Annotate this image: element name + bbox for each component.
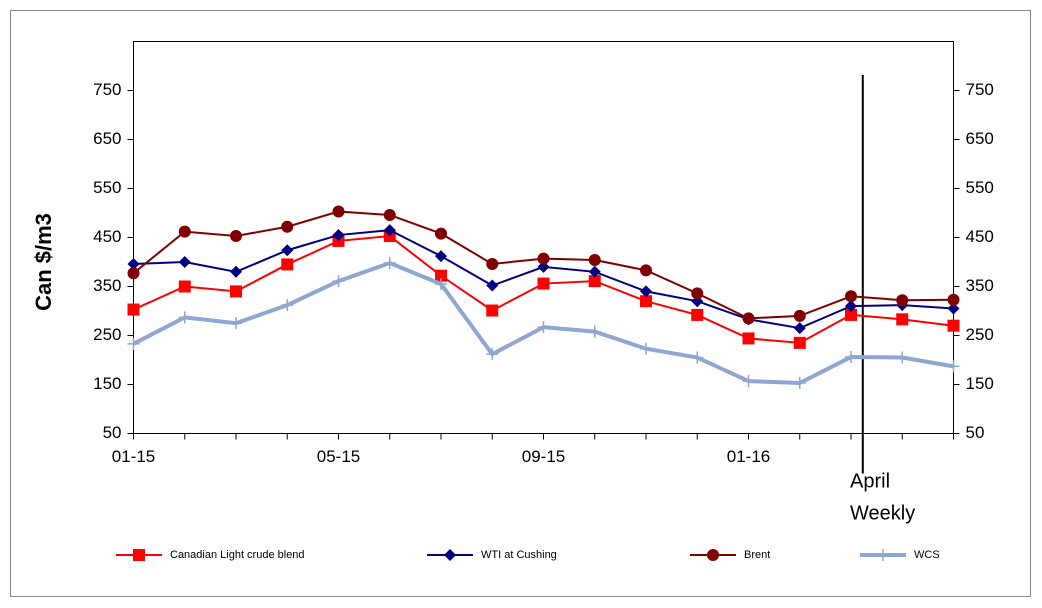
- marker: [588, 275, 601, 288]
- y2-tick-label: 750: [966, 80, 994, 99]
- marker: [845, 308, 857, 321]
- marker: [947, 319, 960, 332]
- x-tick-label: 01-16: [727, 447, 770, 466]
- legend-label: WCS: [914, 549, 940, 561]
- marker: [793, 377, 806, 390]
- marker: [947, 302, 960, 315]
- legend-label: Canadian Light crude blend: [170, 549, 305, 561]
- marker: [691, 287, 704, 300]
- marker: [947, 293, 960, 306]
- marker: [281, 244, 294, 257]
- marker: [178, 225, 191, 238]
- marker: [435, 269, 447, 282]
- marker: [230, 265, 242, 278]
- marker: [896, 294, 909, 307]
- marker: [537, 277, 550, 290]
- marker: [332, 205, 345, 218]
- marker: [435, 250, 447, 263]
- marker: [947, 360, 960, 373]
- marker: [707, 549, 719, 561]
- x-tick-label: 09-15: [522, 447, 565, 466]
- y-tick-label: 550: [93, 178, 121, 197]
- chart-border: [10, 10, 1031, 597]
- y2-tick-label: 50: [966, 423, 985, 442]
- marker: [486, 279, 499, 292]
- y-axis-label: Can $/m3: [31, 213, 56, 311]
- y-tick-label: 50: [103, 423, 122, 442]
- y-tick-label: 750: [93, 80, 121, 99]
- annotation: Weekly: [850, 502, 915, 524]
- y2-tick-label: 350: [966, 276, 994, 295]
- legend-label: Brent: [744, 549, 770, 561]
- marker: [640, 342, 652, 355]
- marker: [444, 549, 456, 561]
- y2-tick-label: 550: [966, 178, 994, 197]
- y2-tick-label: 650: [966, 129, 994, 148]
- marker: [877, 549, 889, 561]
- marker: [281, 258, 294, 271]
- marker: [178, 280, 191, 293]
- marker: [486, 348, 499, 361]
- marker: [845, 351, 857, 364]
- marker: [230, 285, 242, 298]
- marker: [127, 303, 140, 316]
- marker: [383, 256, 396, 269]
- marker: [588, 265, 601, 278]
- marker: [691, 308, 704, 321]
- marker: [793, 322, 806, 335]
- marker: [537, 321, 550, 334]
- marker: [435, 227, 447, 240]
- marker: [793, 336, 806, 349]
- marker: [640, 285, 652, 298]
- x-tick-label: 01-15: [112, 447, 155, 466]
- marker: [127, 267, 140, 280]
- y-tick-label: 450: [93, 227, 121, 246]
- marker: [383, 208, 396, 221]
- y-tick-label: 150: [93, 374, 121, 393]
- marker: [588, 254, 601, 267]
- marker: [691, 351, 704, 364]
- marker: [640, 264, 652, 277]
- annotation: April: [850, 470, 890, 492]
- x-tick-label: 05-15: [317, 447, 360, 466]
- marker: [896, 351, 909, 364]
- marker: [845, 290, 857, 303]
- marker: [486, 257, 499, 270]
- legend-label: WTI at Cushing: [481, 549, 557, 561]
- marker: [537, 252, 550, 265]
- marker: [383, 224, 396, 237]
- marker: [742, 332, 755, 345]
- marker: [230, 230, 242, 243]
- y2-tick-label: 150: [966, 374, 994, 393]
- marker: [178, 311, 191, 324]
- marker: [896, 313, 909, 326]
- marker: [127, 257, 140, 270]
- marker: [230, 317, 242, 330]
- y2-tick-label: 450: [966, 227, 994, 246]
- marker: [281, 299, 294, 312]
- marker: [435, 278, 447, 291]
- marker: [742, 312, 755, 325]
- y-tick-label: 350: [93, 276, 121, 295]
- marker: [793, 309, 806, 322]
- y-tick-label: 250: [93, 325, 121, 344]
- marker: [178, 256, 191, 268]
- marker: [640, 295, 652, 308]
- y-tick-label: 650: [93, 129, 121, 148]
- marker: [281, 220, 294, 233]
- marker: [588, 325, 601, 338]
- marker: [742, 375, 755, 388]
- marker: [133, 549, 145, 561]
- marker: [332, 229, 345, 242]
- marker: [486, 304, 499, 317]
- marker: [127, 337, 140, 350]
- marker: [332, 275, 345, 288]
- marker: [537, 260, 550, 273]
- y2-tick-label: 250: [966, 325, 994, 344]
- marker: [845, 300, 857, 313]
